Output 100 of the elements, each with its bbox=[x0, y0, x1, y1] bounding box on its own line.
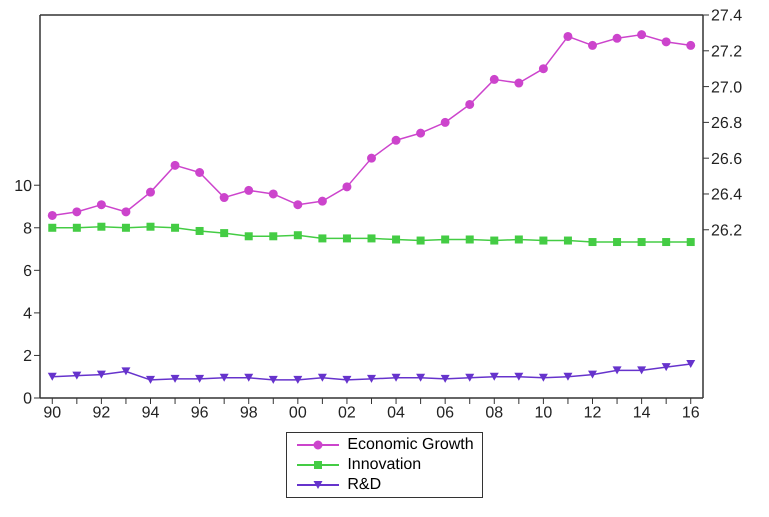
point bbox=[465, 100, 474, 109]
point bbox=[392, 136, 401, 145]
point bbox=[466, 235, 474, 244]
point bbox=[514, 372, 524, 381]
x-tick-label: 92 bbox=[92, 404, 110, 422]
point bbox=[48, 372, 57, 381]
point bbox=[563, 32, 572, 41]
point bbox=[146, 188, 155, 197]
point bbox=[416, 236, 425, 245]
point bbox=[662, 37, 671, 46]
point bbox=[171, 224, 180, 232]
x-tick-label: 06 bbox=[436, 404, 454, 422]
point bbox=[72, 207, 82, 216]
point bbox=[538, 64, 548, 74]
point bbox=[367, 374, 376, 383]
point bbox=[220, 193, 229, 202]
point bbox=[441, 235, 450, 244]
point bbox=[392, 374, 401, 382]
y2-tick-label: 26.2 bbox=[711, 222, 742, 240]
point bbox=[368, 234, 376, 242]
y2-tick-label: 27.0 bbox=[711, 79, 742, 96]
y-tick-label: 0 bbox=[23, 390, 32, 408]
y2-tick-label: 27.2 bbox=[711, 43, 742, 60]
point bbox=[490, 236, 498, 245]
point bbox=[220, 374, 229, 382]
point bbox=[195, 374, 204, 383]
point bbox=[294, 231, 302, 240]
point bbox=[613, 238, 622, 246]
point bbox=[612, 366, 622, 374]
y-tick-label: 4 bbox=[23, 306, 32, 323]
point bbox=[539, 236, 548, 245]
point bbox=[342, 234, 351, 242]
x-tick-label: 14 bbox=[632, 404, 651, 422]
point bbox=[564, 236, 572, 245]
x-tick-label: 96 bbox=[190, 404, 209, 422]
point bbox=[638, 238, 646, 246]
point bbox=[196, 226, 204, 235]
point bbox=[490, 74, 499, 84]
point bbox=[121, 367, 130, 376]
y-tick-label: 8 bbox=[23, 220, 32, 238]
point bbox=[269, 232, 278, 240]
point bbox=[195, 168, 204, 177]
point bbox=[637, 366, 646, 374]
point bbox=[122, 224, 130, 232]
point bbox=[563, 372, 572, 381]
point bbox=[170, 374, 180, 383]
point bbox=[146, 222, 154, 231]
point bbox=[268, 189, 278, 198]
point bbox=[662, 238, 670, 246]
point bbox=[244, 374, 254, 382]
point bbox=[268, 376, 278, 384]
point bbox=[318, 234, 326, 242]
y-tick-label: 2 bbox=[23, 348, 32, 366]
point bbox=[662, 363, 671, 372]
point bbox=[514, 235, 523, 244]
y2-tick-label: 26.4 bbox=[711, 186, 742, 204]
point bbox=[96, 370, 106, 379]
point bbox=[612, 34, 622, 43]
point bbox=[637, 30, 646, 40]
x-tick-label: 02 bbox=[338, 404, 356, 422]
point bbox=[96, 200, 106, 210]
y-tick-label: 10 bbox=[14, 178, 32, 195]
point bbox=[588, 40, 597, 50]
point bbox=[588, 238, 596, 246]
point bbox=[170, 160, 180, 170]
legend-label: Innovation bbox=[347, 455, 422, 475]
x-tick-label: 16 bbox=[682, 404, 700, 422]
point bbox=[342, 182, 352, 192]
point bbox=[686, 360, 696, 368]
point bbox=[220, 229, 228, 238]
point bbox=[490, 372, 499, 381]
x-tick-label: 98 bbox=[240, 404, 258, 422]
point bbox=[97, 222, 106, 231]
point bbox=[514, 78, 524, 88]
y2-tick-label: 26.8 bbox=[711, 115, 742, 132]
point bbox=[440, 374, 450, 383]
point bbox=[318, 196, 327, 206]
legend-label: R&D bbox=[347, 475, 382, 495]
x-tick-label: 12 bbox=[584, 404, 602, 422]
x-tick-label: 08 bbox=[485, 404, 504, 422]
point bbox=[416, 374, 426, 382]
x-tick-label: 04 bbox=[387, 404, 406, 422]
point bbox=[72, 224, 81, 232]
point bbox=[465, 374, 474, 382]
point bbox=[244, 232, 253, 240]
point bbox=[686, 238, 695, 246]
point bbox=[72, 372, 82, 380]
x-tick-label: 94 bbox=[142, 404, 160, 422]
x-tick-label: 90 bbox=[43, 404, 62, 422]
point bbox=[293, 376, 302, 384]
point bbox=[416, 128, 426, 138]
point bbox=[588, 370, 597, 379]
point bbox=[392, 235, 400, 244]
point bbox=[686, 40, 696, 50]
x-tick-label: 10 bbox=[534, 404, 552, 422]
y2-tick-label: 27.4 bbox=[711, 8, 742, 25]
point bbox=[121, 207, 130, 216]
y2-tick-label: 26.6 bbox=[711, 150, 742, 168]
point bbox=[293, 200, 302, 210]
point bbox=[318, 374, 327, 382]
